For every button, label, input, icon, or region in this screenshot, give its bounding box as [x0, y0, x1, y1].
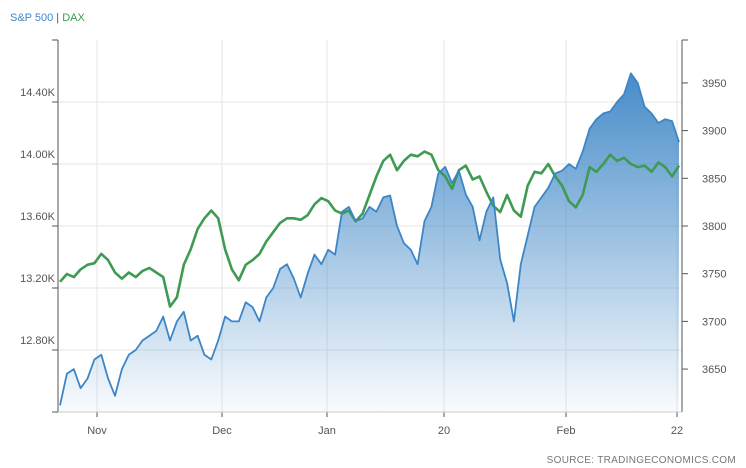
series-area-sp500	[60, 73, 679, 413]
x-tick-label: 22	[671, 425, 683, 437]
chart-legend: S&P 500 | DAX	[10, 12, 85, 24]
left-tick-label: 14.00K	[20, 149, 56, 161]
area-layer	[60, 73, 679, 413]
source-credit: SOURCE: TRADINGECONOMICS.COM	[546, 455, 736, 466]
series-line-dax	[59, 150, 681, 308]
x-tick-label: 20	[438, 425, 450, 437]
left-tick-label: 12.80K	[20, 335, 56, 347]
left-tick-label: 13.60K	[20, 211, 56, 223]
right-tick-label: 3800	[702, 221, 726, 233]
x-tick-label: Jan	[318, 425, 336, 437]
right-tick-label: 3750	[702, 269, 726, 281]
left-tick-label: 13.20K	[20, 273, 56, 285]
x-tick-label: Nov	[87, 425, 107, 437]
x-tick-label: Feb	[557, 425, 576, 437]
axes	[52, 39, 688, 417]
legend-sp500[interactable]: S&P 500	[10, 12, 54, 24]
right-tick-label: 3650	[702, 364, 726, 376]
legend-dax[interactable]: DAX	[62, 12, 85, 24]
left-tick-label: 14.40K	[20, 87, 56, 99]
right-tick-label: 3700	[702, 316, 726, 328]
right-tick-label: 3900	[702, 126, 726, 138]
x-tick-label: Dec	[212, 425, 232, 437]
right-tick-label: 3850	[702, 173, 726, 185]
tick-labels: Nov Dec Jan 20 Feb 22 12.80K 13.20K 13.60K 14.00K…	[20, 78, 726, 437]
legend-separator: |	[56, 12, 60, 24]
right-tick-label: 3950	[702, 78, 726, 90]
series-line-sp500	[59, 72, 680, 406]
line-layer	[59, 72, 681, 406]
